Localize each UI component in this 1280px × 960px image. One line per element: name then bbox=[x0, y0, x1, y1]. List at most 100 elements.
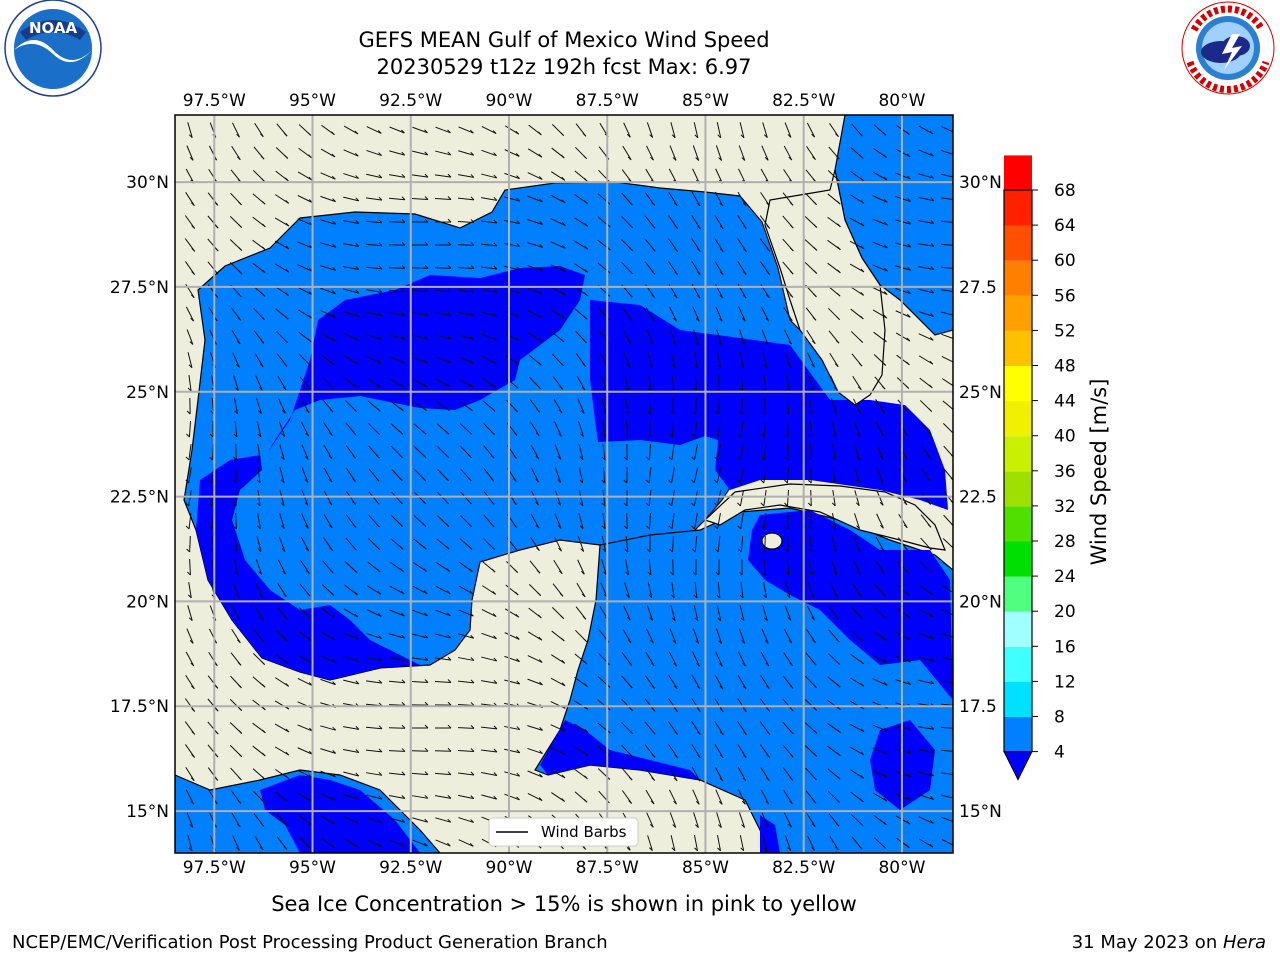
wind-barb bbox=[831, 467, 836, 484]
wind-barb bbox=[896, 125, 910, 135]
wind-barb bbox=[185, 512, 192, 530]
wind-barb bbox=[320, 287, 336, 295]
wind-barb bbox=[207, 215, 219, 229]
wind-barb bbox=[504, 310, 520, 318]
wind-barb bbox=[279, 490, 285, 507]
wind-barb bbox=[805, 652, 817, 666]
wind-barb bbox=[762, 835, 768, 852]
wind-barb bbox=[806, 605, 816, 621]
wind-barb bbox=[578, 513, 584, 530]
wind-barb bbox=[550, 747, 566, 755]
wind-barb bbox=[299, 376, 311, 390]
wind-barb bbox=[807, 582, 815, 598]
wind-barb bbox=[691, 191, 701, 207]
colorbar-tick-label: 48 bbox=[1054, 357, 1076, 377]
wind-barb bbox=[941, 794, 953, 799]
colorbar-segment bbox=[1004, 260, 1032, 296]
wind-barb bbox=[691, 743, 701, 759]
wind-barb bbox=[784, 835, 792, 851]
wind-barb bbox=[852, 559, 862, 575]
wind-barb bbox=[321, 124, 335, 136]
wind-barb bbox=[186, 628, 194, 644]
wind-barb bbox=[504, 332, 520, 342]
wind-barb bbox=[551, 630, 565, 642]
wind-barb bbox=[343, 793, 359, 801]
wind-barb bbox=[274, 746, 290, 756]
wind-barb bbox=[851, 123, 863, 137]
wind-barb bbox=[739, 835, 745, 852]
wind-barb bbox=[941, 816, 953, 822]
wind-barb bbox=[918, 288, 935, 294]
wind-barb bbox=[366, 355, 382, 365]
wind-barb bbox=[458, 334, 474, 340]
wind-barb bbox=[276, 353, 288, 367]
wind-barb bbox=[301, 467, 309, 483]
wind-barb bbox=[458, 839, 474, 847]
wind-barb bbox=[691, 535, 698, 553]
wind-barb bbox=[276, 123, 288, 137]
wind-barb bbox=[784, 352, 792, 368]
wind-barb bbox=[715, 628, 723, 644]
wind-barb bbox=[805, 790, 817, 804]
wind-barb bbox=[873, 147, 887, 159]
wind-barb bbox=[737, 215, 747, 230]
wind-barb bbox=[481, 772, 498, 776]
wind-barb bbox=[762, 558, 766, 576]
wind-barb bbox=[895, 679, 911, 685]
wind-barb bbox=[412, 794, 429, 799]
wind-barb bbox=[895, 148, 911, 158]
wind-barb bbox=[412, 311, 429, 316]
wind-barb bbox=[504, 149, 520, 157]
wind-barb bbox=[691, 238, 701, 253]
wind-barb bbox=[851, 606, 863, 620]
wind-barb bbox=[646, 512, 652, 530]
wind-barb bbox=[601, 466, 606, 484]
wind-barb bbox=[920, 445, 932, 459]
wind-barb bbox=[827, 170, 841, 182]
wind-barb bbox=[574, 746, 589, 756]
wind-barb bbox=[207, 675, 219, 689]
wind-barb bbox=[621, 192, 633, 206]
wind-barb bbox=[527, 725, 543, 731]
wind-barb bbox=[412, 817, 429, 823]
wind-barb bbox=[782, 261, 794, 275]
wind-barb bbox=[481, 265, 498, 270]
wind-barb bbox=[459, 561, 473, 573]
wind-barb bbox=[550, 286, 566, 296]
wind-barb bbox=[368, 491, 380, 505]
wind-barb bbox=[829, 835, 839, 851]
wind-barb bbox=[737, 766, 747, 782]
wind-barb bbox=[829, 606, 839, 620]
wind-barb bbox=[850, 308, 864, 320]
wind-barb bbox=[233, 559, 239, 576]
wind-barb bbox=[554, 444, 562, 460]
wind-barb bbox=[854, 467, 860, 484]
wind-barb bbox=[762, 605, 768, 622]
wind-barb bbox=[232, 443, 237, 461]
wind-barb bbox=[412, 334, 429, 340]
wind-barb bbox=[550, 218, 566, 226]
wind-barb bbox=[873, 607, 887, 619]
wind-barb bbox=[411, 241, 429, 246]
wind-barb bbox=[345, 514, 357, 528]
colorbar-segment bbox=[1004, 436, 1032, 472]
wind-barb bbox=[737, 744, 747, 759]
wind-barb bbox=[207, 721, 219, 735]
wind-barb bbox=[323, 444, 333, 460]
lat-label-right: 20°N bbox=[959, 592, 1002, 612]
wind-barb bbox=[366, 149, 382, 157]
wind-barb bbox=[850, 769, 865, 779]
wind-barb bbox=[918, 608, 934, 618]
wind-barb bbox=[481, 679, 498, 684]
wind-barb bbox=[483, 537, 495, 551]
wind-barb bbox=[504, 196, 521, 202]
legend-label: Wind Barbs bbox=[541, 823, 627, 841]
wind-barb bbox=[232, 466, 237, 484]
wind-barb bbox=[691, 721, 701, 736]
wind-barb bbox=[875, 536, 885, 552]
wind-barb bbox=[481, 333, 497, 341]
wind-barb bbox=[668, 444, 675, 461]
wind-barb bbox=[805, 675, 817, 689]
wind-barb bbox=[480, 725, 498, 730]
wind-barb bbox=[668, 674, 678, 690]
